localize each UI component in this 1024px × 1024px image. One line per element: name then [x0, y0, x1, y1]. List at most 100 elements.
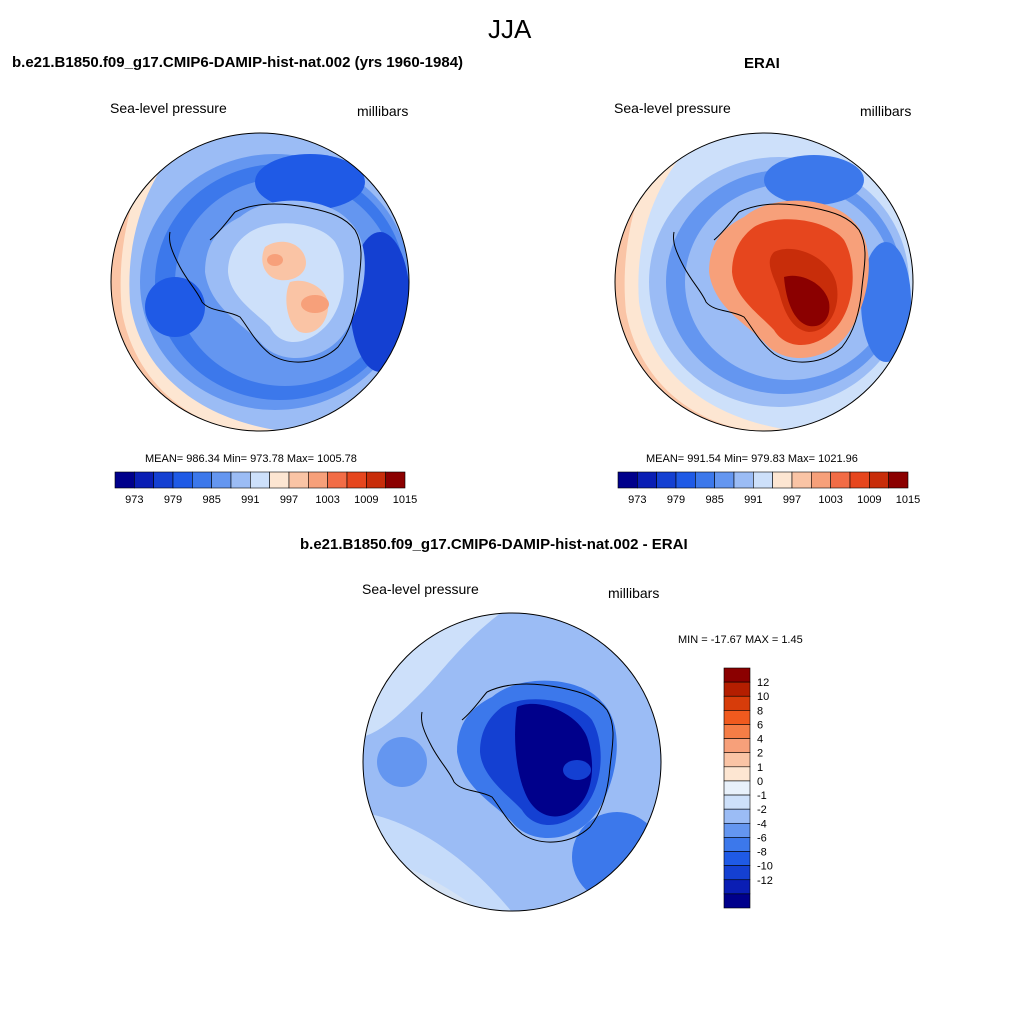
model-colorbar-box — [385, 471, 406, 489]
model-colorbar-box — [288, 471, 309, 489]
model-colorbar-box — [327, 471, 348, 489]
obs-stats: MEAN= 991.54 Min= 979.83 Max= 1021.96 — [646, 453, 858, 465]
obs-colorbar: 973 979 985 991 997 1003 1009 1015 — [617, 471, 920, 506]
obs-coastline — [673, 203, 866, 363]
model-colorbar-box — [346, 471, 367, 489]
obs-map — [614, 132, 914, 432]
model-colorbar-box — [211, 471, 232, 489]
diff-colorbar-box — [723, 681, 751, 697]
obs-colorbar-tick-label: 1015 — [896, 494, 920, 506]
diff-colorbar-tick-label: 12 — [757, 677, 769, 689]
obs-colorbar-box — [637, 471, 657, 489]
obs-colorbar-box — [753, 471, 773, 489]
model-high-core — [301, 295, 329, 313]
obs-colorbar-tick-label: 997 — [783, 494, 801, 506]
model-colorbar-box — [308, 471, 328, 489]
diff-colorbar-tick-label: 2 — [757, 748, 763, 760]
model-colorbar-box — [134, 471, 154, 489]
obs-panel-title: ERAI — [744, 55, 780, 72]
obs-colorbar-tick-label: 985 — [705, 494, 723, 506]
obs-colorbar-box — [714, 471, 735, 489]
obs-colorbar-tick-label: 1009 — [857, 494, 881, 506]
model-colorbar-tick-label: 1003 — [315, 494, 339, 506]
diff-colorbar-box — [723, 766, 751, 782]
obs-colorbar-box — [869, 471, 889, 489]
obs-colorbar-tick-label: 991 — [744, 494, 762, 506]
obs-colorbar-box — [733, 471, 754, 489]
model-units-label: millibars — [357, 103, 409, 119]
obs-low-ne — [764, 155, 864, 205]
obs-colorbar-box — [849, 471, 870, 489]
diff-colorbar-tick-label: 0 — [757, 776, 763, 788]
diff-stats: MIN = -17.67 MAX = 1.45 — [678, 634, 803, 646]
diff-map — [362, 612, 662, 912]
diff-ice-core — [515, 703, 593, 817]
diff-colorbar-tick-label: -12 — [757, 875, 773, 887]
diff-colorbar-box — [723, 695, 751, 711]
diff-colorbar-tick-label: 6 — [757, 719, 763, 731]
diff-colorbar-box — [723, 710, 751, 725]
diff-colorbar-box — [723, 808, 751, 824]
obs-low-e — [861, 242, 911, 362]
diff-colorbar-tick-label: -1 — [757, 790, 767, 802]
diff-colorbar-tick-label: 10 — [757, 691, 769, 703]
diff-neg-w — [377, 737, 427, 787]
diff-colorbar-box — [723, 837, 751, 852]
obs-colorbar-tick-label: 1003 — [818, 494, 842, 506]
obs-colorbar-box — [888, 471, 909, 489]
obs-colorbar-box — [791, 471, 812, 489]
diff-colorbar-box — [723, 780, 751, 796]
model-colorbar: 973 979 985 991 997 1003 1009 1015 — [114, 471, 417, 506]
model-colorbar-box — [172, 471, 193, 489]
diff-colorbar-tick-label: -4 — [757, 818, 767, 830]
model-colorbar-box — [153, 471, 174, 489]
obs-ice-max — [784, 275, 830, 327]
model-colorbar-tick-label: 997 — [280, 494, 298, 506]
diff-colorbar-box — [723, 822, 751, 838]
obs-colorbar-box — [772, 471, 793, 489]
obs-colorbar-box — [675, 471, 696, 489]
model-colorbar-box — [269, 471, 290, 489]
obs-colorbar-tick-label: 979 — [667, 494, 685, 506]
diff-panel-title: b.e21.B1850.f09_g17.CMIP6-DAMIP-hist-nat… — [300, 536, 688, 553]
model-colorbar-tick-label: 991 — [241, 494, 259, 506]
diff-colorbar-box — [723, 667, 751, 683]
model-colorbar-tick-label: 985 — [202, 494, 220, 506]
diff-colorbar-tick-label: 4 — [757, 734, 763, 746]
model-colorbar-box — [192, 471, 212, 489]
model-colorbar-tick-label: 973 — [125, 494, 143, 506]
diff-colorbar-box — [723, 851, 751, 866]
diff-units-label: millibars — [608, 585, 660, 601]
obs-colorbar-box — [695, 471, 715, 489]
model-variable-label: Sea-level pressure — [110, 100, 227, 116]
diff-colorbar-box — [723, 752, 751, 768]
model-low-sw — [145, 277, 205, 337]
model-low-ne — [255, 154, 365, 210]
model-colorbar-box — [114, 471, 135, 489]
diff-ice-notch — [563, 760, 591, 780]
diff-colorbar-tick-label: -2 — [757, 804, 767, 816]
diff-colorbar-tick-label: -6 — [757, 832, 767, 844]
figure-title: JJA — [488, 14, 532, 44]
model-map — [110, 132, 410, 432]
diff-colorbar-tick-label: 1 — [757, 762, 763, 774]
obs-colorbar-box — [811, 471, 831, 489]
model-panel-title: b.e21.B1850.f09_g17.CMIP6-DAMIP-hist-nat… — [12, 54, 464, 71]
model-colorbar-tick-label: 1009 — [354, 494, 378, 506]
model-colorbar-box — [366, 471, 386, 489]
diff-colorbar-box — [723, 724, 751, 739]
model-coastline — [169, 203, 362, 363]
diff-neg-e — [572, 812, 661, 902]
diff-colorbar-tick-label: 8 — [757, 705, 763, 717]
obs-units-label: millibars — [860, 103, 912, 119]
diff-colorbar-tick-label: -8 — [757, 847, 767, 859]
model-colorbar-tick-label: 1015 — [393, 494, 417, 506]
diff-variable-label: Sea-level pressure — [362, 581, 479, 597]
obs-variable-label: Sea-level pressure — [614, 100, 731, 116]
diff-colorbar-box — [723, 879, 751, 895]
diff-colorbar-tick-label: -10 — [757, 861, 773, 873]
obs-colorbar-box — [656, 471, 677, 489]
diff-colorbar-box — [723, 893, 751, 909]
model-high-core-2 — [267, 254, 283, 266]
obs-colorbar-box — [830, 471, 851, 489]
